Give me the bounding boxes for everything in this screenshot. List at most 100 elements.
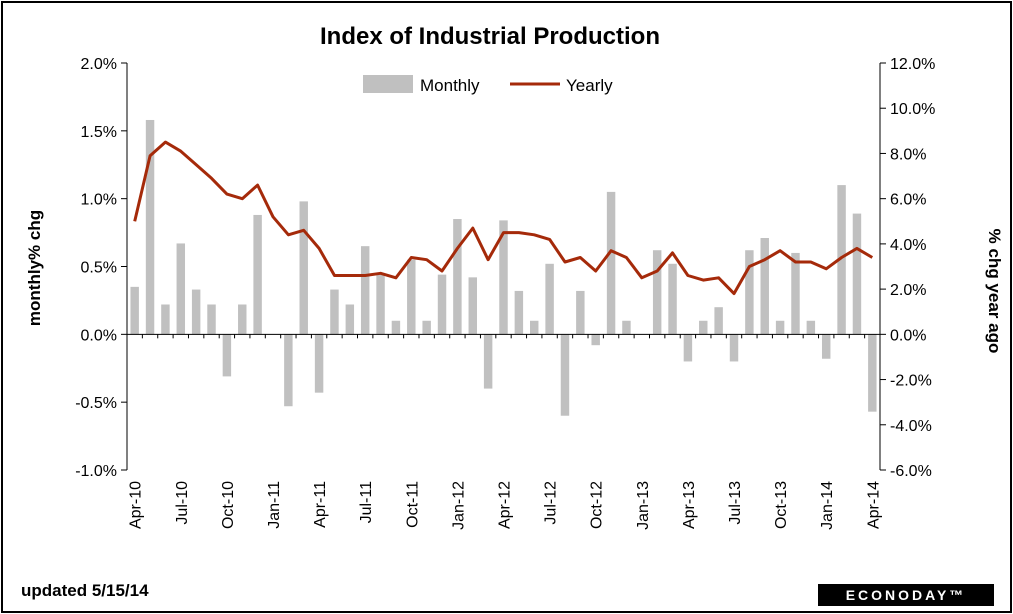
monthly-bar [821,334,831,359]
x-tick-label: Apr-12 [497,481,514,529]
chart-canvas: Index of Industrial Production Monthly Y… [21,23,1004,606]
right-tick-label: 12.0% [890,56,935,73]
left-tick-label: 1.0% [81,192,117,209]
econoday-logo: ECONODAY™ [818,584,994,606]
monthly-bar [852,213,862,335]
monthly-bar [130,286,139,335]
monthly-bar [191,289,201,335]
left-tick-label: 2.0% [81,56,117,73]
monthly-bars [130,119,877,416]
monthly-bar [652,250,662,335]
x-tick-label: Jul-13 [727,481,744,525]
x-tick-label: Jan-14 [819,481,836,530]
monthly-bar [606,191,616,335]
monthly-bar [422,320,431,335]
updated-note: updated 5/15/14 [21,581,149,600]
legend-swatch-monthly [363,75,413,93]
left-axis-ticks: -1.0% -0.5% 0.0% 0.5% 1.0% 1.5% 2.0% [75,56,127,480]
x-tick-label: Apr-14 [865,481,882,529]
monthly-bar [868,334,877,412]
right-tick-label: -4.0% [890,418,932,435]
monthly-bar [806,320,816,335]
right-tick-label: 6.0% [890,192,926,209]
monthly-bar [391,320,401,335]
monthly-bar [729,334,739,362]
monthly-bar [222,334,232,377]
monthly-bar [483,334,493,389]
monthly-bar [745,250,754,335]
monthly-bar [576,290,585,335]
monthly-bar [791,252,800,335]
left-tick-label: 0.0% [81,327,117,344]
x-tick-label: Oct-10 [220,481,237,529]
monthly-bar [176,243,186,335]
monthly-bar [330,289,339,335]
x-tick-label: Jul-11 [358,481,375,523]
x-tick-label: Oct-13 [773,481,790,529]
monthly-bar [530,320,539,335]
legend-label-monthly: Monthly [420,76,480,95]
x-tick-label: Oct-11 [404,481,421,528]
left-tick-label: 1.5% [81,124,117,141]
left-tick-label: -1.0% [75,463,117,480]
left-tick-label: 0.5% [81,260,117,277]
monthly-bar [683,334,693,362]
monthly-bar [837,185,846,335]
right-tick-label: 10.0% [890,101,935,118]
monthly-bar [714,307,723,335]
monthly-bar [284,334,293,407]
x-tick-label: Jul-12 [543,481,560,525]
monthly-bar [699,320,708,335]
monthly-bar [407,259,416,335]
monthly-bar [161,304,170,335]
x-tick-label: Apr-11 [312,481,329,528]
monthly-bar [453,219,462,335]
monthly-bar [514,290,524,335]
right-axis-label: % chg year ago [985,229,1004,354]
right-tick-label: 4.0% [890,237,926,254]
x-tick-label: Jan-12 [450,481,467,530]
left-tick-label: -0.5% [75,395,117,412]
monthly-bar [314,334,324,393]
monthly-bar [499,220,508,335]
monthly-bar [299,201,308,335]
svg-text:ECONODAY™: ECONODAY™ [846,587,967,603]
monthly-bar [238,304,247,335]
right-tick-label: 8.0% [890,146,926,163]
monthly-bar [360,246,370,335]
monthly-bar [145,119,155,335]
legend-label-yearly: Yearly [566,76,613,95]
x-tick-label: Oct-12 [589,481,606,529]
chart-title: Index of Industrial Production [320,23,660,50]
x-tick-label: Apr-10 [128,481,145,529]
monthly-bar [437,274,447,335]
monthly-bar [253,214,262,335]
right-tick-label: 0.0% [890,327,926,344]
monthly-bar [545,263,554,335]
legend: Monthly Yearly [363,75,613,95]
monthly-bar [775,320,785,335]
x-tick-label: Apr-13 [681,481,698,529]
right-tick-label: 2.0% [890,282,926,299]
x-tick-label: Jul-10 [174,481,191,525]
monthly-bar [345,304,355,335]
monthly-bar [591,334,600,346]
monthly-bar [560,334,570,416]
monthly-bar [468,277,477,335]
yearly-line-layer [133,140,874,296]
monthly-bar [760,238,769,335]
x-tick-label: Jan-13 [635,481,652,530]
axes [126,63,881,470]
monthly-bar [668,263,677,335]
yearly-line [133,140,874,296]
monthly-bar [207,304,216,335]
monthly-bar [622,320,631,335]
right-tick-label: -6.0% [890,463,932,480]
right-axis-ticks: -6.0% -4.0% -2.0% 0.0% 2.0% 4.0% 6.0% 8.0% 10.0%… [880,56,935,480]
x-axis-ticks: Apr-10 Jul-10 Oct-10 Jan-11 Apr-11 Jul-11 Oct-… [126,334,882,530]
left-axis-label: monthly% chg [25,210,44,326]
monthly-bar [376,274,385,335]
x-tick-label: Jan-11 [266,481,283,529]
right-tick-label: -2.0% [890,373,932,390]
